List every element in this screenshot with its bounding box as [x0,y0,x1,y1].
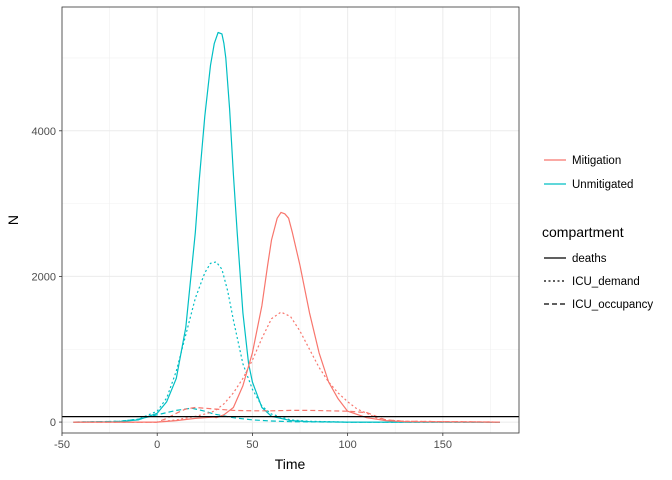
x-tick-label: 150 [434,439,452,451]
legend-label-icu-demand: ICU_demand [572,276,640,288]
legend-label-mitigation: Mitigation [572,155,621,167]
y-axis-title: N [5,215,21,225]
legend-label-deaths: deaths [572,253,607,265]
axes: -50 0 50 100 150 0 2000 4000 [32,126,452,451]
x-axis-title: Time [275,456,306,472]
series-line-mitigation-deaths [73,211,501,423]
x-tick-label: 50 [246,439,258,451]
y-tick-label: 2000 [32,271,56,283]
y-tick-label: 0 [50,417,56,429]
y-tick-label: 4000 [32,126,56,138]
x-tick-label: 100 [338,439,356,451]
series-line-unmitigated-deaths [73,31,500,423]
legend-compartment: compartment deaths ICU_demand ICU_occupa… [542,224,653,311]
legend-label-unmitigated: Unmitigated [572,179,633,191]
plot-series [62,31,519,423]
series-line-unmitigated-icu-occupancy [73,407,500,423]
x-tick-label: 0 [154,439,160,451]
series-line-mitigation-icu-occupancy [73,406,501,423]
legend-title-compartment: compartment [542,224,624,240]
plot-panel-border [61,6,520,434]
legend-color: Mitigation Unmitigated [544,155,633,191]
legend-label-icu-occupancy: ICU_occupancy [572,299,653,311]
x-tick-label: -50 [54,439,70,451]
